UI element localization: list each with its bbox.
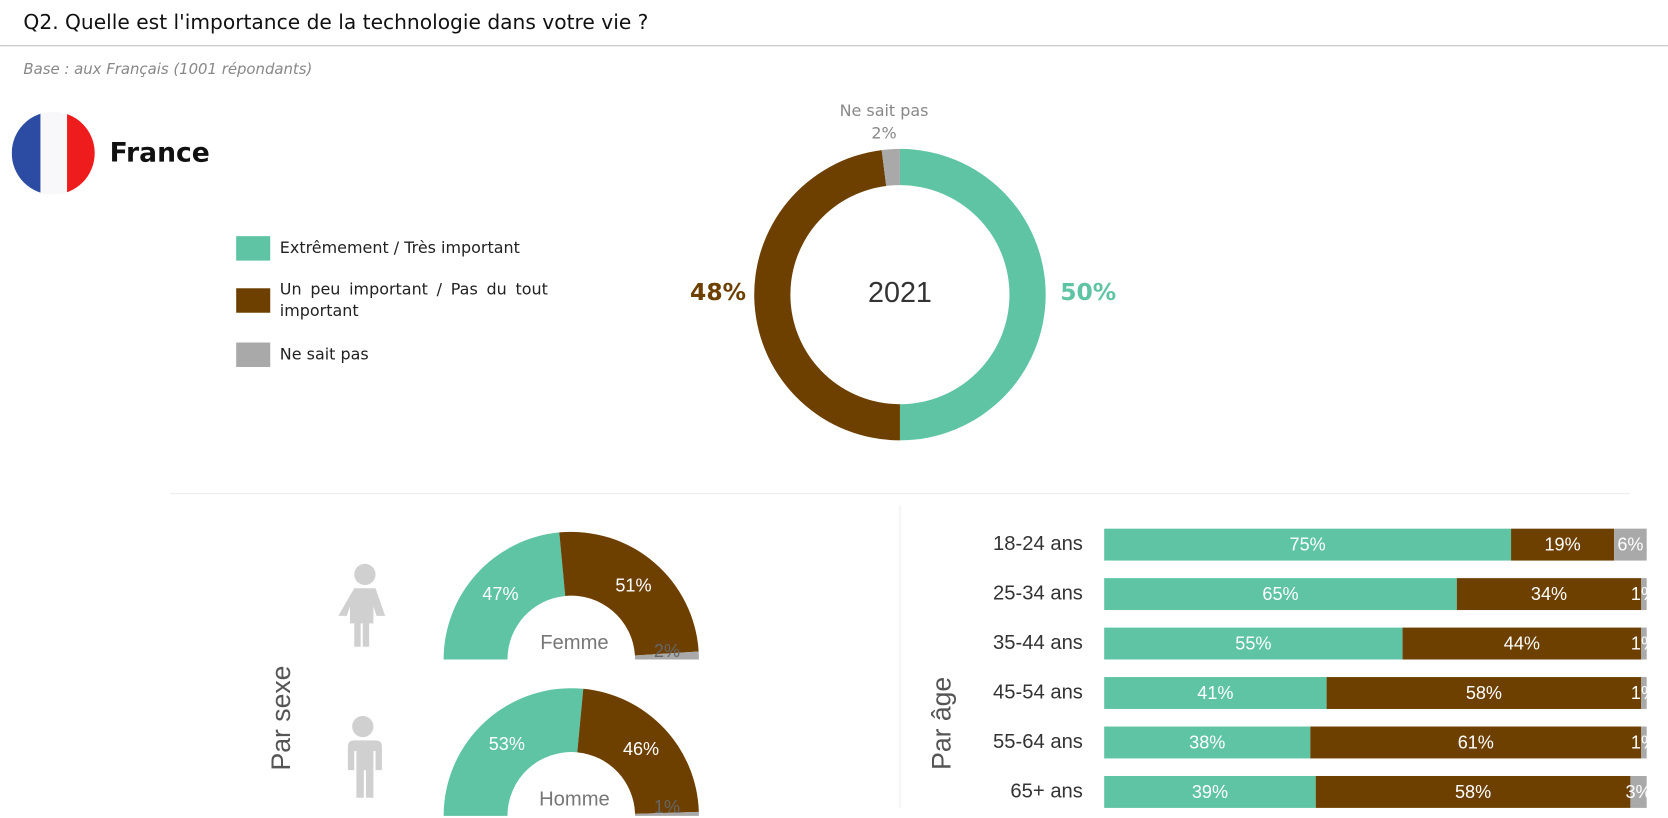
flag: [11, 111, 95, 195]
value-label: 1%: [1631, 683, 1657, 703]
category-label: 45-54 ans: [993, 681, 1083, 703]
section-label: Par sexe: [266, 666, 296, 771]
legend-swatch: [236, 288, 271, 313]
title: Q2. Quelle est l'importance de la techno…: [23, 10, 648, 34]
value-label: 1%: [1631, 732, 1657, 752]
series-name: Homme: [539, 788, 610, 810]
value-label: 34%: [1531, 584, 1567, 604]
value-label: 51%: [615, 575, 651, 595]
legend-item: Extrêmement / Très important: [279, 238, 520, 258]
value-label: 1%: [1631, 633, 1657, 653]
value-label: 39%: [1192, 782, 1228, 802]
bar-segment: [1511, 528, 1615, 561]
bar-segment: [1641, 627, 1647, 660]
segment-name: Ne sait pas: [840, 101, 929, 120]
value-label: 53%: [489, 734, 525, 754]
country: France: [110, 138, 210, 169]
value-label: 44%: [1504, 633, 1540, 653]
value-label: 6%: [1617, 534, 1643, 554]
legend-swatch: [236, 342, 271, 367]
half-donut-segment: [634, 651, 699, 660]
bar-segment: [1641, 677, 1647, 709]
bar-segment: [1104, 726, 1311, 759]
value-label: 3%: [1625, 782, 1651, 802]
section-label: Par âge: [927, 677, 957, 770]
bar-segment: [1641, 726, 1647, 759]
bar-segment: [1104, 528, 1512, 561]
value-label: 2%: [654, 641, 680, 661]
bar-segment: [1402, 627, 1642, 660]
half-donut-segment: [443, 532, 566, 660]
category-label: 35-44 ans: [993, 632, 1083, 654]
half-donut-segment: [577, 688, 699, 814]
value-label: 65%: [1262, 584, 1298, 604]
value-label: 55%: [1235, 633, 1271, 653]
bar-segment: [1104, 775, 1316, 808]
donut-segment: [881, 148, 900, 186]
bar-segment: [1614, 528, 1647, 561]
half-donut-segment: [443, 688, 584, 816]
category-label: 25-34 ans: [993, 582, 1083, 604]
category-label: 18-24 ans: [993, 533, 1083, 555]
value-label: 19%: [1545, 534, 1581, 554]
donut-segment: [899, 148, 1046, 441]
bar-segment: [1310, 726, 1642, 759]
category-label: 55-64 ans: [993, 731, 1083, 753]
value-label: 38%: [1189, 732, 1225, 752]
bar-segment: [1630, 775, 1647, 808]
center-label: 2021: [868, 277, 932, 309]
bar-segment: [1315, 775, 1631, 808]
bar-segment: [1104, 677, 1327, 709]
half-donut-segment: [635, 811, 699, 816]
value-label: 50%: [1060, 278, 1116, 306]
legend-item: Ne sait pas: [279, 344, 369, 364]
series-name: Femme: [540, 632, 608, 654]
bar-segment: [1104, 578, 1457, 611]
value-label: 46%: [623, 739, 659, 759]
female-icon: [338, 563, 386, 647]
bar-segment: [1104, 627, 1403, 660]
value-label: 2%: [871, 124, 896, 143]
value-label: 1%: [654, 797, 680, 817]
value-label: 48%: [690, 278, 746, 306]
base-note: Base : aux Français (1001 répondants): [23, 60, 312, 78]
bar-segment: [1641, 578, 1647, 611]
value-label: 47%: [482, 584, 518, 604]
value-label: 1%: [1631, 584, 1657, 604]
value-label: 58%: [1455, 782, 1491, 802]
value-label: 61%: [1458, 732, 1494, 752]
half-donut-segment: [559, 531, 699, 656]
legend-label: Ne sait pas: [279, 344, 369, 364]
category-label: 65+ ans: [1010, 780, 1082, 802]
value-label: 41%: [1197, 683, 1233, 703]
legend-label: Un peu important / Pas du tout important: [279, 279, 548, 321]
bar-segment: [1456, 578, 1642, 611]
male-icon: [347, 715, 382, 798]
bar-segment: [1326, 677, 1642, 709]
legend-label: Extrêmement / Très important: [279, 238, 520, 258]
donut-segment: [754, 150, 900, 441]
legend-item: Un peu important / Pas du tout important: [279, 279, 548, 321]
value-label: 58%: [1466, 683, 1502, 703]
legend-swatch: [236, 236, 271, 261]
value-label: 75%: [1290, 534, 1326, 554]
